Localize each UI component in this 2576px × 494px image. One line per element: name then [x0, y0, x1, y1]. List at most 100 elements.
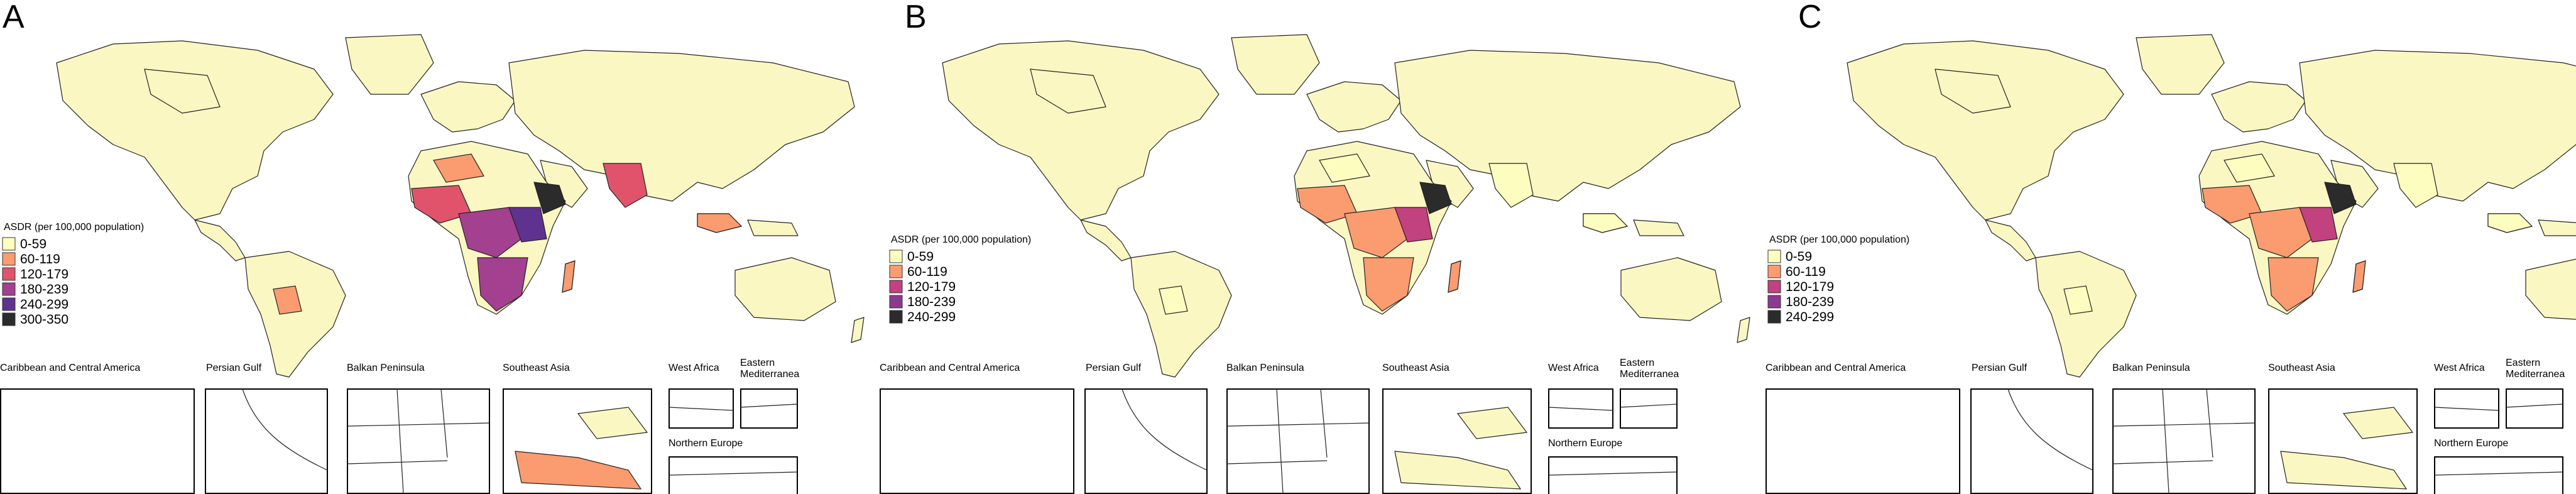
south-america-patch [1159, 285, 1188, 315]
southern-africa [477, 257, 528, 312]
legend-swatch [2, 252, 16, 266]
legend-label: 120-179 [20, 267, 68, 282]
panel-c: C ASDR (per 100,000 population) 0-5960-1… [1767, 0, 2576, 378]
legend-item: 0-59 [1767, 250, 1812, 264]
inset-label-northern-europe: Northern Europe [669, 438, 743, 449]
legend-title: ASDR (per 100,000 population) [4, 222, 144, 233]
legend-label: 240-299 [20, 297, 68, 312]
legend-swatch [2, 312, 16, 326]
legend-label: 120-179 [1786, 280, 1834, 294]
panel-letter: B [905, 0, 927, 35]
south-asia [603, 163, 648, 208]
madagascar [562, 260, 576, 293]
inset-label-southeast-asia: Southeast Asia [503, 363, 570, 373]
legend-label: 180-239 [907, 295, 956, 309]
central-africa [2249, 207, 2313, 258]
legend-label: 180-239 [1786, 295, 1834, 309]
southeast-asia [1583, 213, 1629, 233]
horn [1419, 182, 1452, 214]
legend-title: ASDR (per 100,000 population) [1769, 234, 1909, 245]
legend-item: 180-239 [2, 282, 68, 297]
legend-label: 60-119 [20, 252, 60, 266]
legend-label: 0-59 [907, 250, 934, 264]
central-africa [458, 207, 522, 258]
legend-item: 240-299 [1767, 310, 1834, 324]
south-asia [2393, 163, 2438, 208]
east-africa-core [508, 207, 547, 243]
east-africa-core [1394, 207, 1433, 243]
inset-label-balkan: Balkan Peninsula [1226, 363, 1304, 373]
legend-label: 0-59 [1786, 250, 1812, 264]
inset-label-southeast-asia: Southeast Asia [2268, 363, 2335, 373]
north-africa-patch [2224, 153, 2275, 183]
country-highlights [2063, 153, 2533, 315]
inset-label-eastern-med-1: Eastern [740, 358, 775, 368]
inset-label-persian-gulf: Persian Gulf [1972, 363, 2028, 373]
legend-title: ASDR (per 100,000 population) [891, 234, 1031, 245]
inset-label-caribbean: Caribbean and Central America [1766, 363, 1906, 373]
legend-label: 240-299 [907, 310, 956, 324]
southeast-asia [697, 213, 743, 233]
world-map [56, 34, 865, 378]
horn [533, 182, 566, 214]
legend-swatch [2, 267, 16, 281]
legend-label: 180-239 [20, 282, 68, 297]
legend-swatch [2, 297, 16, 311]
legend-swatch [889, 265, 903, 278]
panel-b: B ASDR (per 100,000 population) 0-5960-1… [889, 0, 1750, 378]
inset-label-eastern-med-1: Eastern [1620, 358, 1654, 368]
inset-label-caribbean: Caribbean and Central America [0, 363, 140, 373]
legend-swatch [1767, 265, 1781, 278]
legend-swatch [2, 282, 16, 296]
inset-label-caribbean: Caribbean and Central America [880, 363, 1020, 373]
legend-label: 240-299 [1786, 310, 1834, 324]
legend-swatch [889, 280, 903, 294]
inset-label-persian-gulf: Persian Gulf [206, 363, 262, 373]
legend-item: 120-179 [1767, 280, 1834, 294]
legend-item: 120-179 [889, 280, 956, 294]
legend: ASDR (per 100,000 population) 0-5960-119… [2, 222, 144, 327]
west-africa [411, 185, 472, 224]
inset-label-eastern-med-1: Eastern [2506, 358, 2540, 368]
panel-letter: C [1798, 0, 1822, 35]
legend-label: 120-179 [907, 280, 956, 294]
southern-africa [1363, 257, 1414, 312]
inset-label-northern-europe: Northern Europe [1548, 438, 1622, 449]
legend: ASDR (per 100,000 population) 0-5960-119… [889, 234, 1031, 324]
horn [2324, 182, 2357, 214]
insets-c: Caribbean and Central America Persian Gu… [1766, 358, 2565, 494]
legend-item: 60-119 [1767, 265, 1826, 279]
panel-letter: A [3, 0, 25, 35]
country-highlights [273, 153, 743, 315]
insets-b: Caribbean and Central America Persian Gu… [880, 358, 1679, 494]
north-africa-patch [1319, 153, 1370, 183]
inset-label-west-africa: West Africa [2434, 363, 2485, 373]
legend-label: 300-350 [20, 312, 68, 327]
legend-swatch [1767, 310, 1781, 324]
legend-label: 60-119 [907, 265, 947, 279]
southeast-asia [2487, 213, 2533, 233]
north-africa-patch [433, 153, 484, 183]
world-map [942, 34, 1750, 378]
southern-africa [2268, 257, 2319, 312]
inset-label-balkan: Balkan Peninsula [347, 363, 425, 373]
legend-swatch [889, 250, 903, 263]
south-asia [1488, 163, 1534, 208]
insets-a: Caribbean and Central America Persian Gu… [0, 358, 799, 494]
panel-a: A ASDR (per 100,000 population) 0-5960-1… [2, 0, 865, 378]
inset-label-balkan: Balkan Peninsula [2112, 363, 2190, 373]
inset-label-west-africa: West Africa [1548, 363, 1599, 373]
legend-item: 0-59 [2, 237, 46, 251]
legend-item: 60-119 [889, 265, 947, 279]
madagascar [1448, 260, 1461, 293]
south-america-patch [2063, 285, 2093, 315]
inset-label-eastern-med-2: Mediterranea [740, 369, 799, 380]
legend-item: 0-59 [889, 250, 934, 264]
legend-swatch [1767, 280, 1781, 294]
legend-swatch [1767, 295, 1781, 309]
legend: ASDR (per 100,000 population) 0-5960-119… [1767, 234, 1909, 324]
inset-label-southeast-asia: Southeast Asia [1382, 363, 1449, 373]
legend-item: 180-239 [889, 295, 956, 309]
legend-swatch [1767, 250, 1781, 263]
